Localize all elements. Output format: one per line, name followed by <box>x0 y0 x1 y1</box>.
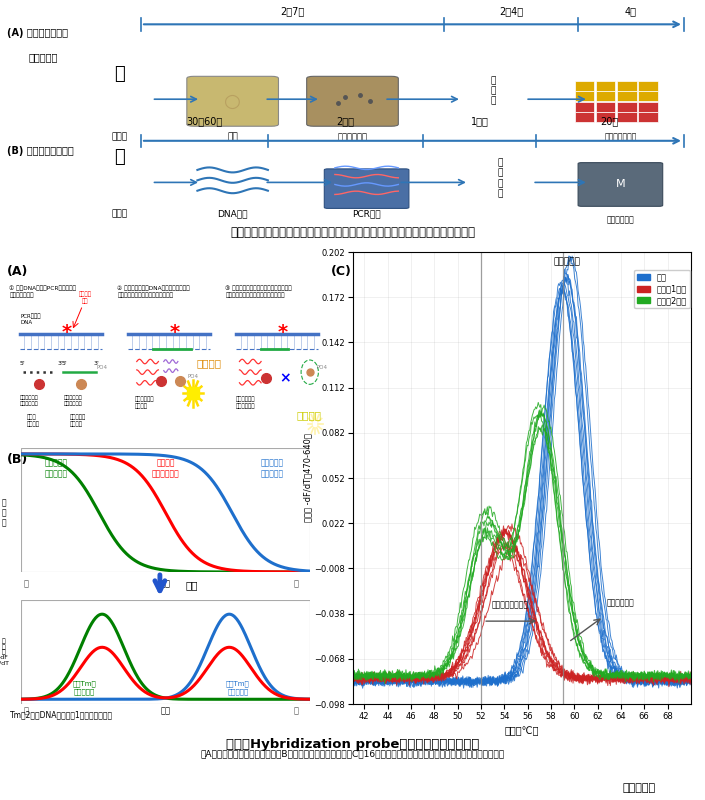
FancyBboxPatch shape <box>307 76 398 126</box>
Legend: なし, あり（1個）, あり（2個）: なし, あり（1個）, あり（2個） <box>634 270 690 308</box>
Text: *: * <box>278 323 288 342</box>
FancyBboxPatch shape <box>578 162 663 206</box>
Text: ×: × <box>279 371 290 386</box>
Text: ピーク温度の低下: ピーク温度の低下 <box>491 600 529 609</box>
FancyBboxPatch shape <box>596 81 615 91</box>
Text: PO4: PO4 <box>97 365 108 370</box>
Text: 蛍
光
値
-dF
/dT: 蛍 光 値 -dF /dT <box>0 638 8 666</box>
FancyBboxPatch shape <box>596 91 615 102</box>
Text: （従来法）: （従来法） <box>28 53 58 62</box>
Text: 2時間: 2時間 <box>336 116 355 126</box>
Text: 蛍光消滅: 蛍光消滅 <box>297 410 321 420</box>
FancyBboxPatch shape <box>638 91 658 102</box>
Text: 5': 5' <box>61 361 67 366</box>
Text: 5': 5' <box>20 361 26 366</box>
Text: 前
培
養: 前 培 養 <box>491 76 496 106</box>
Text: 電
気
泳
動: 電 気 泳 動 <box>498 158 503 198</box>
Text: 蛍光発散: 蛍光発散 <box>196 358 221 368</box>
Text: 光エネルギー
発散蛍光色素: 光エネルギー 発散蛍光色素 <box>63 395 82 406</box>
Text: PO4: PO4 <box>188 374 199 379</box>
Text: ② 低温状態で標的DNAにプローブを結合
　〜蛍光色素間隔近い（蛍光発散）: ② 低温状態で標的DNAにプローブを結合 〜蛍光色素間隔近い（蛍光発散） <box>117 286 190 298</box>
Text: 4日: 4日 <box>625 6 637 16</box>
Text: 3': 3' <box>94 361 99 366</box>
Text: 培養: 培養 <box>227 132 238 141</box>
Text: クローニング: クローニング <box>338 132 367 141</box>
Text: 図２　Hybridization probeを用いた融解曲線解析: 図２ Hybridization probeを用いた融解曲線解析 <box>226 738 479 751</box>
FancyBboxPatch shape <box>617 91 637 102</box>
Text: 高: 高 <box>294 579 299 588</box>
Text: 光エネルギー
の受渡し不可: 光エネルギー の受渡し不可 <box>236 397 256 409</box>
Text: 🐄: 🐄 <box>114 66 125 83</box>
Text: *: * <box>169 323 180 342</box>
FancyBboxPatch shape <box>575 102 594 112</box>
Text: 低: 低 <box>24 707 29 716</box>
Text: 光エネルギー
の受渡し: 光エネルギー の受渡し <box>135 397 154 409</box>
FancyBboxPatch shape <box>617 112 637 122</box>
Text: 低: 低 <box>24 579 29 588</box>
Text: 🐄: 🐄 <box>114 149 125 166</box>
FancyBboxPatch shape <box>324 169 409 208</box>
Text: ○: ○ <box>224 92 241 110</box>
Text: ミスマッチ
（変異型）: ミスマッチ （変異型） <box>44 458 68 478</box>
Text: （秦英司）: （秦英司） <box>623 782 656 793</box>
Text: 蛍
光
値: 蛍 光 値 <box>1 498 6 528</box>
Text: 一塩基置換: 一塩基置換 <box>554 258 581 266</box>
Text: 牛乳汁: 牛乳汁 <box>112 209 128 218</box>
Text: アクセプタ
プローブ: アクセプタ プローブ <box>70 414 86 427</box>
FancyBboxPatch shape <box>596 102 615 112</box>
FancyBboxPatch shape <box>575 81 594 91</box>
Text: 両方存在
（ヘテロ型）: 両方存在 （ヘテロ型） <box>152 458 180 478</box>
FancyBboxPatch shape <box>575 112 594 122</box>
Text: 30〜60分: 30〜60分 <box>186 116 223 126</box>
Text: 1時間: 1時間 <box>470 116 489 126</box>
Text: 薬剤耐性
変異: 薬剤耐性 変異 <box>78 292 92 304</box>
Text: 2〜4日: 2〜4日 <box>499 6 523 16</box>
Text: PCR増幅: PCR増幅 <box>352 209 381 218</box>
Text: 牛乳汁: 牛乳汁 <box>112 132 128 141</box>
Text: DNA抽出: DNA抽出 <box>217 209 248 218</box>
Text: 高いTm値
（野生型）: 高いTm値 （野生型） <box>226 680 250 694</box>
Text: 2〜7日: 2〜7日 <box>281 6 305 16</box>
Text: 二峰性に変化: 二峰性に変化 <box>607 598 634 607</box>
Y-axis label: 蛍光値 -dF/dT（470-640）: 蛍光値 -dF/dT（470-640） <box>304 434 312 522</box>
Text: *: * <box>61 323 72 342</box>
FancyBboxPatch shape <box>638 112 658 122</box>
Text: Tm：2本鎖DNAの半量が1本鎖になる温度: Tm：2本鎖DNAの半量が1本鎖になる温度 <box>11 710 114 720</box>
Text: 20分: 20分 <box>601 116 619 126</box>
Text: 温度: 温度 <box>161 579 171 588</box>
Text: (A) 薬剤感受性試験: (A) 薬剤感受性試験 <box>7 28 68 38</box>
Text: 完全マッチ
（野生型）: 完全マッチ （野生型） <box>261 458 284 478</box>
Text: (A): (A) <box>7 266 28 278</box>
Text: 図１　マイコプラズマの薬剤感受性試験と一塩基置換検出法の作業手順の比較: 図１ マイコプラズマの薬剤感受性試験と一塩基置換検出法の作業手順の比較 <box>230 226 475 239</box>
Text: (B): (B) <box>7 454 28 466</box>
Text: 温度: 温度 <box>161 707 171 716</box>
FancyBboxPatch shape <box>187 76 278 126</box>
FancyBboxPatch shape <box>575 91 594 102</box>
Text: 低いTm値
（変異型）: 低いTm値 （変異型） <box>73 680 97 694</box>
Text: 高: 高 <box>294 707 299 716</box>
FancyBboxPatch shape <box>596 112 615 122</box>
Text: M: M <box>615 179 625 190</box>
X-axis label: 温度（℃）: 温度（℃） <box>505 726 539 736</box>
Text: (B) 一塩基置換検出法: (B) 一塩基置換検出法 <box>7 146 74 156</box>
Text: ① 標的DNA領域のPCR増幅産物に
　プローブ添加: ① 標的DNA領域のPCR増幅産物に プローブ添加 <box>9 286 76 298</box>
Text: PO4: PO4 <box>317 365 327 370</box>
FancyBboxPatch shape <box>638 102 658 112</box>
Text: ドナー
プローブ: ドナー プローブ <box>27 414 39 427</box>
Text: （A）解析原理と検出過程　　（B）検出結果の模式図　　（C）16員環マクロライド系抗生剤耐性化一塩基置換検出結果: （A）解析原理と検出過程 （B）検出結果の模式図 （C）16員環マクロライド系抗… <box>200 750 505 758</box>
Text: 光エネルギー
受取蛍光色素: 光エネルギー 受取蛍光色素 <box>20 395 39 406</box>
FancyBboxPatch shape <box>617 102 637 112</box>
Text: 薬剤感受性試験: 薬剤感受性試験 <box>604 132 637 141</box>
Text: 融解曲線解析: 融解曲線解析 <box>606 215 634 224</box>
Text: 微分: 微分 <box>186 581 198 590</box>
Text: (C): (C) <box>331 266 352 278</box>
Text: PCR増倍後
DNA: PCR増倍後 DNA <box>20 314 40 325</box>
FancyBboxPatch shape <box>617 81 637 91</box>
FancyBboxPatch shape <box>638 81 658 91</box>
Text: 3': 3' <box>58 361 63 366</box>
Text: ③ 温度上昇とともにプローブが解離する
　〜蛍光色素間隔離れる（蛍光消滅）: ③ 温度上昇とともにプローブが解離する 〜蛍光色素間隔離れる（蛍光消滅） <box>226 286 292 298</box>
